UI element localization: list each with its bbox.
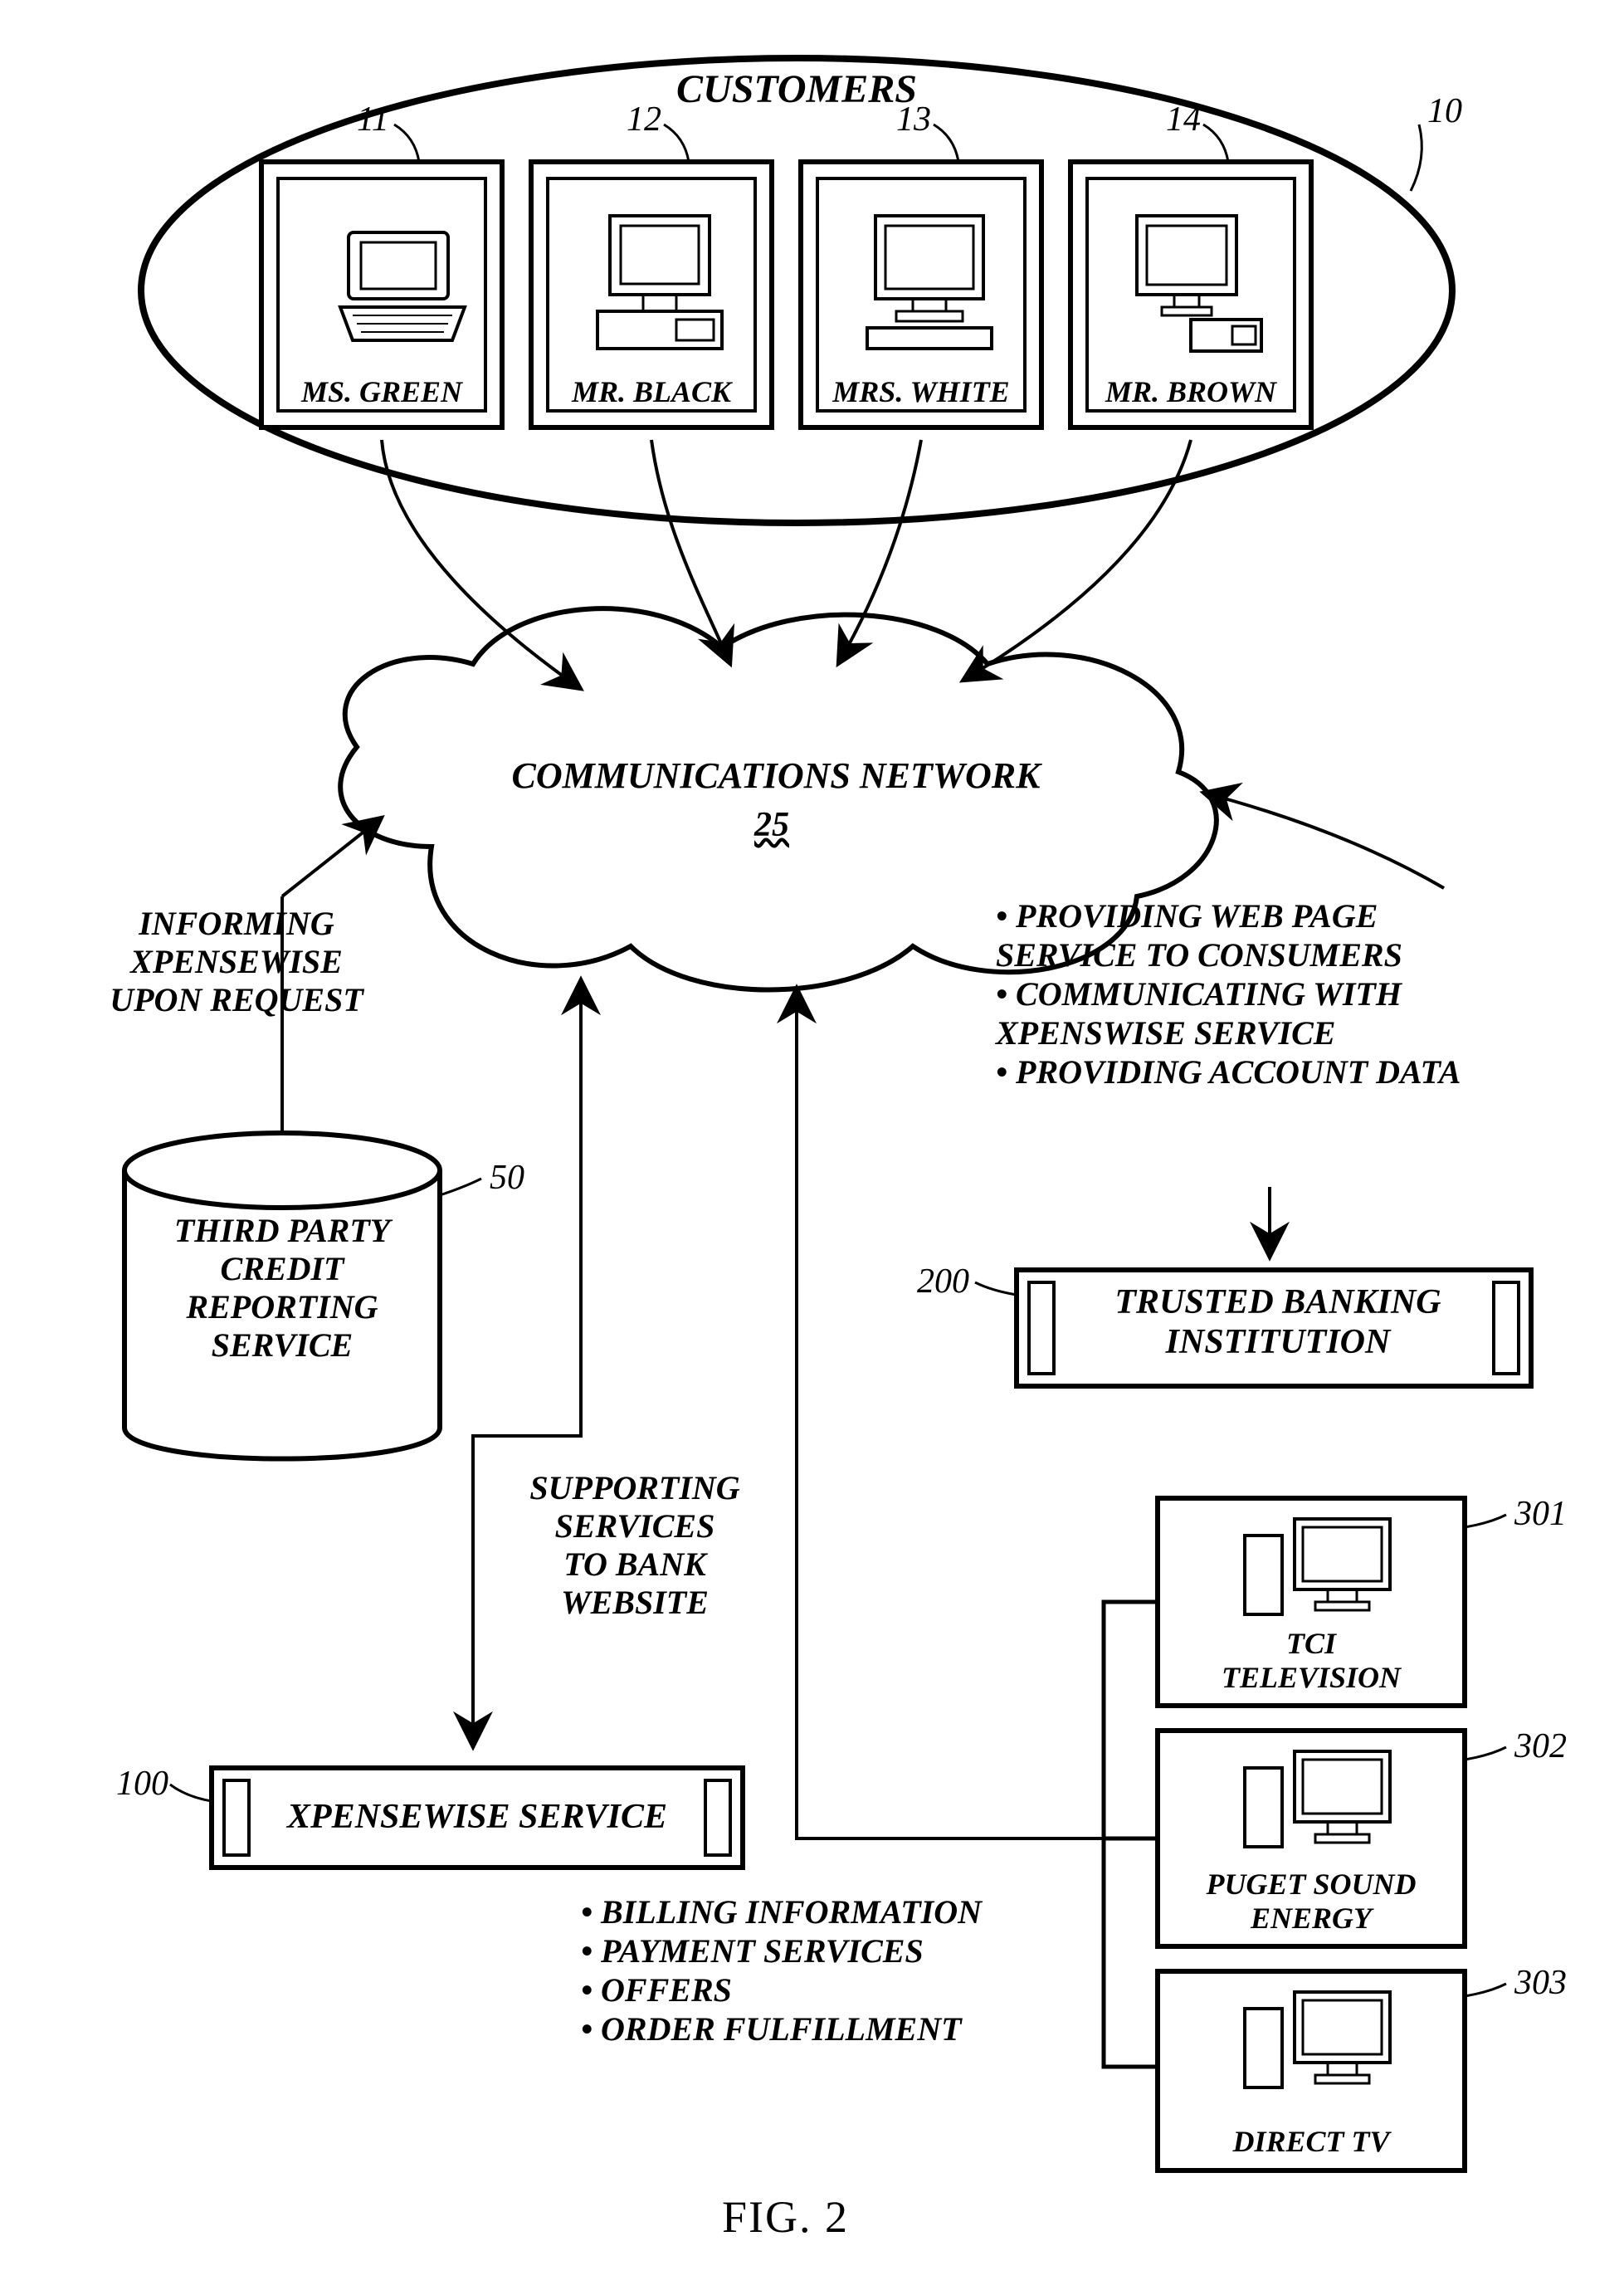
provider-ref-2: 303 <box>1514 1963 1567 2003</box>
credit-title: THIRD PARTY CREDIT REPORTING SERVICE <box>133 1212 432 1365</box>
customer-name-0: MS. GREEN <box>278 375 485 409</box>
provider-name-2: DIRECT TV <box>1158 2125 1465 2159</box>
provider-bullets: BILLING INFORMATION PAYMENT SERVICES OFF… <box>581 1892 1079 2048</box>
bank-bullets: PROVIDING WEB PAGE SERVICE TO CONSUMERS … <box>996 896 1527 1091</box>
customer-ref-1: 12 <box>627 100 661 139</box>
cloud-ref: 25 <box>747 805 797 845</box>
credit-ref: 50 <box>490 1158 524 1198</box>
customer-ref-3: 14 <box>1166 100 1201 139</box>
customer-ref-0: 11 <box>357 100 389 139</box>
xpensewise-ref: 100 <box>116 1764 168 1804</box>
customers-ref: 10 <box>1427 91 1462 131</box>
cloud-title: COMMUNICATIONS NETWORK <box>461 755 1091 798</box>
figure-caption: FIG. 2 <box>722 2191 849 2243</box>
provider-ref-0: 301 <box>1514 1494 1567 1534</box>
customer-name-2: MRS. WHITE <box>817 375 1025 409</box>
credit-edge-label: INFORMING XPENSEWISE UPON REQUEST <box>100 905 373 1019</box>
provider-name-0: TCI TELEVISION <box>1158 1627 1465 1696</box>
customer-name-3: MR. BROWN <box>1087 375 1295 409</box>
customer-ref-2: 13 <box>896 100 931 139</box>
provider-ref-1: 302 <box>1514 1726 1567 1766</box>
customer-name-1: MR. BLACK <box>548 375 755 409</box>
xpensewise-title: XPENSEWISE SERVICE <box>249 1797 705 1837</box>
xpensewise-edge-label: SUPPORTING SERVICES TO BANK WEBSITE <box>498 1469 772 1622</box>
provider-name-1: PUGET SOUND ENERGY <box>1158 1868 1465 1936</box>
bank-title: TRUSTED BANKING INSTITUTION <box>1062 1282 1494 1363</box>
bank-ref: 200 <box>917 1262 969 1301</box>
